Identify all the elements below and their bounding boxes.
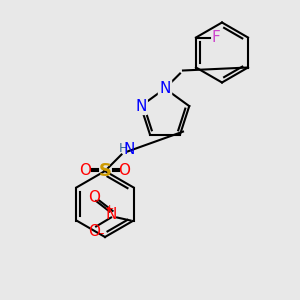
Text: +: + — [105, 203, 114, 214]
Text: N: N — [124, 142, 135, 158]
Text: O: O — [118, 164, 130, 178]
Text: O: O — [88, 224, 101, 238]
Text: N: N — [159, 81, 171, 96]
Text: O: O — [80, 164, 92, 178]
Text: S: S — [98, 162, 112, 180]
Text: N: N — [135, 99, 146, 114]
Text: F: F — [211, 30, 220, 45]
Text: O: O — [88, 190, 101, 206]
Text: N: N — [105, 207, 117, 222]
Text: -: - — [100, 227, 104, 241]
Text: H: H — [118, 142, 128, 155]
